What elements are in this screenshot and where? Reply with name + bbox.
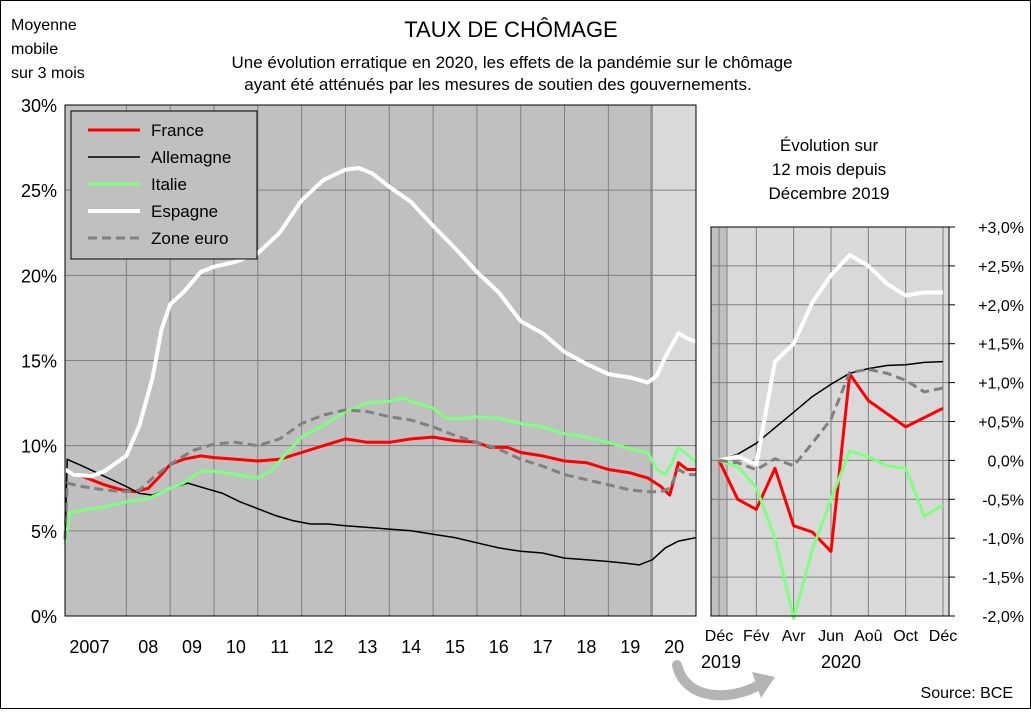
main-x-axis: 2007 08 09 10 11 12 13 14 15 16 17 18 19 20 [69, 637, 684, 657]
main-x-tick-label: 08 [138, 637, 158, 657]
corner-label-line-1: Moyenne [11, 17, 77, 34]
inset-x-axis: Déc Fév Avr Jun Aoû Oct Déc [705, 628, 957, 645]
inset-x-tick-label: Oct [893, 628, 918, 645]
inset-x-tick-label: Déc [705, 628, 733, 645]
inset-y-tick-label: +2,5% [978, 259, 1024, 276]
main-series-allemagne [64, 458, 697, 566]
inset-y-axis: +3,0% +2,5% +2,0% +1,5% +1,0% +0,5% 0,0% -0,5% -… [978, 220, 1024, 626]
main-x-tick-label: 16 [489, 637, 509, 657]
legend-label-espagne: Espagne [151, 202, 218, 221]
main-x-tick-label: 12 [314, 637, 334, 657]
inset-y-tick-label: 0,0% [988, 453, 1024, 470]
inset-x-tick-label: Aoû [854, 628, 882, 645]
legend-label-zone-euro: Zone euro [151, 229, 229, 248]
main-y-tick-label: 10% [21, 437, 57, 457]
chart-subtitle-line-1: Une évolution erratique en 2020, les eff… [231, 53, 792, 72]
legend-label-italie: Italie [151, 175, 187, 194]
inset-title-line-2: 12 mois depuis [772, 160, 886, 179]
inset-year-2019: 2019 [701, 652, 741, 672]
main-y-tick-label: 0% [31, 607, 57, 627]
inset-y-tick-label: +2,0% [978, 298, 1024, 315]
main-y-tick-label: 30% [21, 96, 57, 116]
inset-title-line-1: Évolution sur [780, 136, 879, 155]
main-series-espagne [63, 166, 697, 479]
main-x-tick-label: 14 [401, 637, 421, 657]
main-series-zone-euro [63, 408, 696, 540]
inset-series-france [717, 372, 944, 553]
main-x-tick-label: 19 [620, 637, 640, 657]
main-x-tick-label: 17 [533, 637, 553, 657]
legend-label-allemagne: Allemagne [151, 148, 231, 167]
inset-y-tick-label: -1,5% [982, 570, 1024, 587]
main-x-tick-label: 11 [270, 637, 289, 657]
legend-label-france: France [151, 121, 204, 140]
inset-x-tick-label: Fév [743, 628, 770, 645]
inset-plot: +3,0% +2,5% +2,0% +1,5% +1,0% +0,5% 0,0% -0,5% -… [701, 220, 1024, 672]
inset-x-tick-label: Déc [929, 628, 957, 645]
inset-x-tick-label: Jun [818, 628, 844, 645]
inset-series-italie [718, 449, 944, 620]
chart-title: TAUX DE CHÔMAGE [404, 17, 618, 42]
main-y-tick-label: 15% [21, 352, 57, 372]
main-series-france [64, 435, 696, 497]
main-x-tick-label: 20 [664, 637, 684, 657]
main-x-tick-label: 13 [357, 637, 377, 657]
main-y-axis: 0% 5% 10% 15% 20% 25% 30% [21, 96, 57, 627]
inset-y-tick-label: +1,0% [978, 376, 1024, 393]
main-series-italie [63, 396, 698, 545]
corner-label-line-3: sur 3 mois [11, 65, 85, 82]
inset-y-tick-label: -2,0% [982, 609, 1024, 626]
inset-plot-border [710, 226, 950, 617]
legend: France Allemagne Italie Espagne Zone eur… [70, 110, 258, 260]
inset-title-line-3: Décembre 2019 [769, 184, 890, 203]
main-y-tick-label: 20% [21, 266, 57, 286]
main-y-tick-label: 25% [21, 181, 57, 201]
inset-y-tick-label: +0,5% [978, 415, 1024, 432]
inset-x-tick-label: Avr [782, 628, 806, 645]
main-plot: 0% 5% 10% 15% 20% 25% 30% 2007 08 09 10 11 12 13 14 15… [21, 96, 698, 657]
inset-y-tick-label: +3,0% [978, 220, 1024, 237]
corner-label-line-2: mobile [11, 41, 58, 58]
curved-arrow-icon [672, 660, 775, 701]
inset-y-tick-label: -1,0% [982, 531, 1024, 548]
main-x-tick-label: 15 [445, 637, 465, 657]
main-x-tick-label: 09 [182, 637, 202, 657]
chart-subtitle-line-2: ayant été atténués par les mesures de so… [244, 75, 751, 94]
inset-series-espagne [718, 253, 943, 467]
inset-y-tick-label: +1,5% [978, 337, 1024, 354]
inset-y-tick-label: -0,5% [982, 492, 1024, 509]
main-y-tick-label: 5% [31, 522, 57, 542]
inset-series-allemagne [718, 360, 944, 462]
inset-series-zone-euro [718, 367, 944, 472]
inset-year-2020: 2020 [821, 652, 861, 672]
inset-series [717, 253, 944, 620]
main-x-tick-label: 18 [576, 637, 596, 657]
main-x-tick-label: 10 [226, 637, 246, 657]
main-plot-border [64, 104, 697, 617]
source-note: Source: BCE [921, 685, 1013, 702]
main-x-tick-label: 2007 [69, 637, 109, 657]
main-series [63, 166, 698, 566]
